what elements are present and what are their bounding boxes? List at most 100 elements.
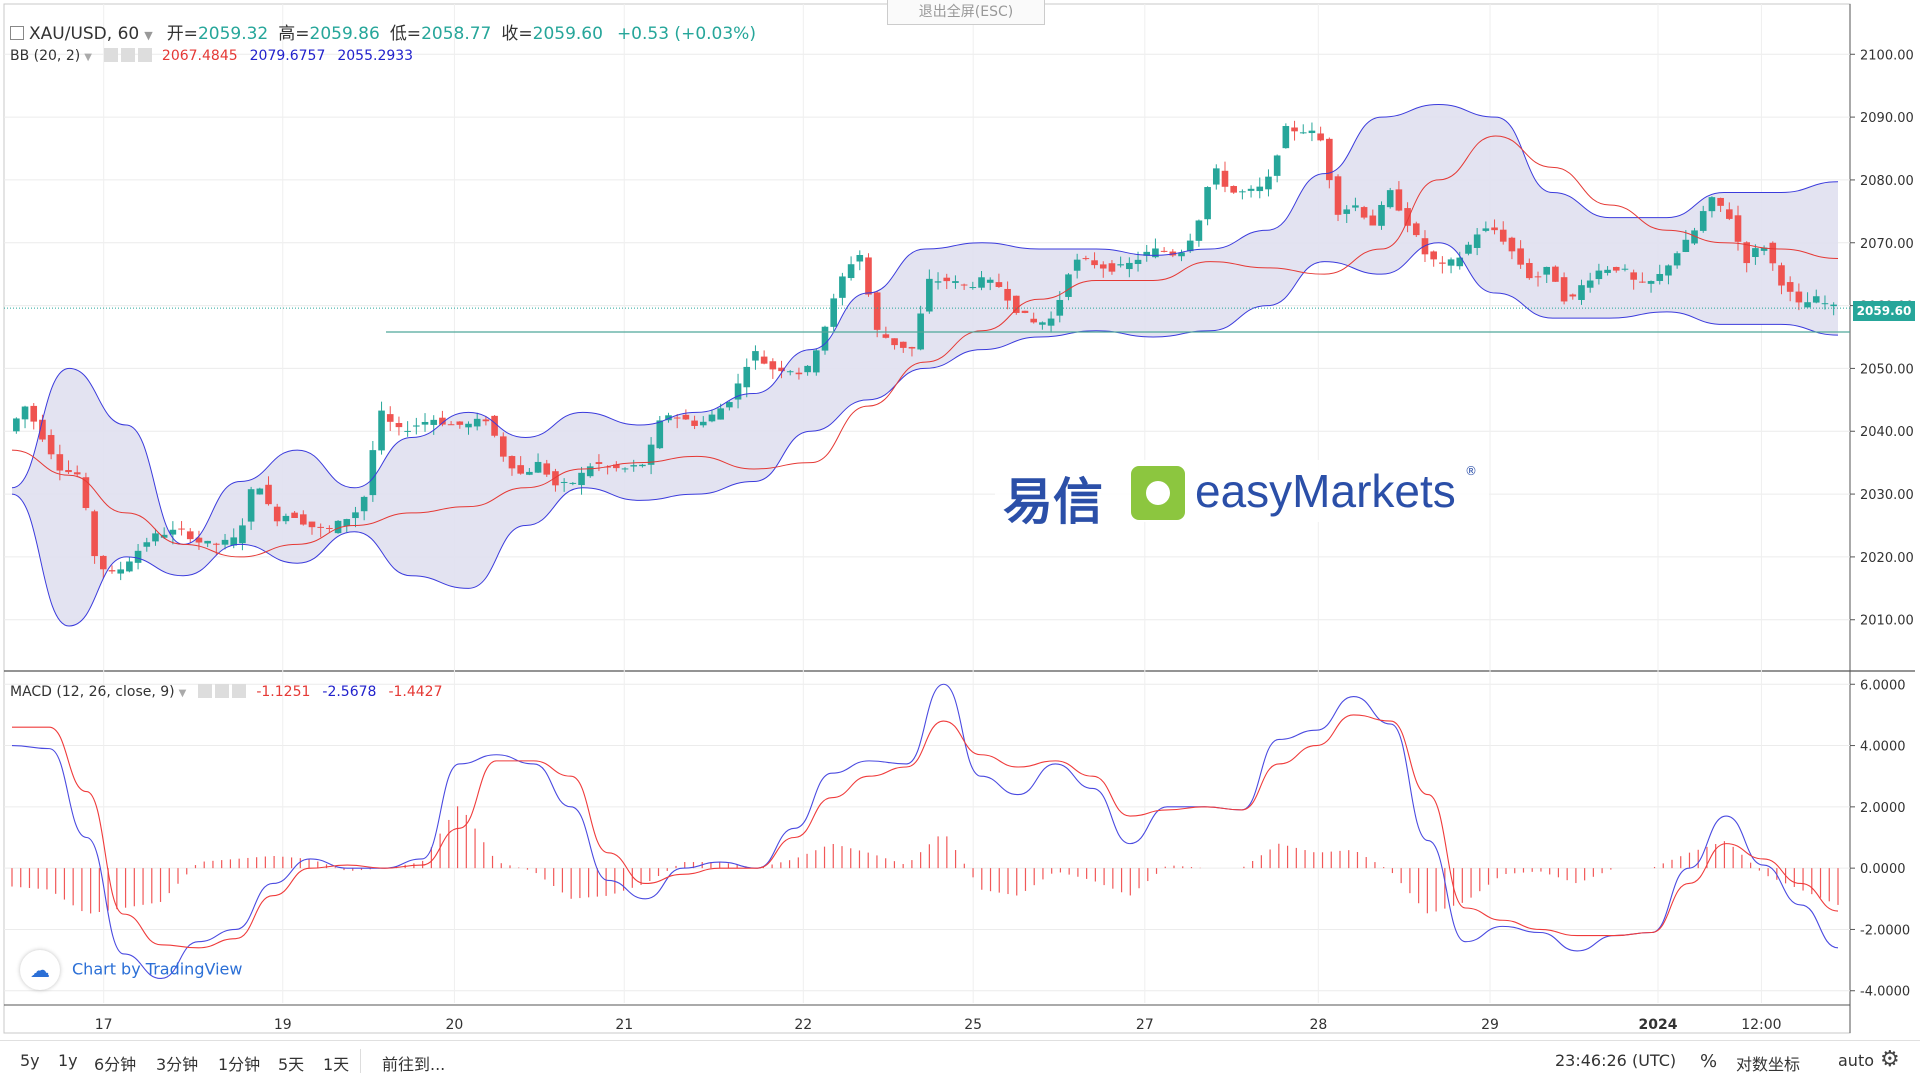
percent-scale-button[interactable]: % bbox=[1700, 1051, 1718, 1072]
watermark-brand: easyMarkets bbox=[1195, 465, 1456, 517]
candle-body bbox=[656, 420, 664, 449]
candle-body bbox=[1586, 280, 1594, 288]
macd-tick-label: -4.0000 bbox=[1860, 985, 1910, 1000]
candle-body bbox=[1039, 322, 1046, 325]
candle-body bbox=[1004, 288, 1011, 301]
goto-date-button[interactable]: 前往到... bbox=[382, 1055, 446, 1074]
candle-body bbox=[1073, 259, 1081, 271]
eye-icon[interactable] bbox=[198, 684, 213, 698]
candle-body bbox=[499, 436, 507, 457]
candle-body bbox=[1099, 264, 1107, 269]
gear-icon[interactable] bbox=[215, 684, 230, 698]
candle-body bbox=[91, 511, 98, 557]
candle-body bbox=[1621, 268, 1629, 270]
candle-body bbox=[926, 278, 933, 312]
price-tick-label: 2030.00 bbox=[1860, 488, 1914, 503]
candle-body bbox=[1108, 263, 1116, 272]
eye-icon[interactable] bbox=[103, 48, 118, 62]
macd-name[interactable]: MACD (12, 26, close, 9) bbox=[10, 684, 175, 700]
macd-tick-label: 2.0000 bbox=[1860, 801, 1906, 816]
range-3min-button[interactable]: 3分钟 bbox=[156, 1055, 199, 1074]
candle-body bbox=[1160, 250, 1168, 252]
candle-body bbox=[108, 570, 116, 572]
candle-body bbox=[1612, 266, 1620, 271]
candle-body bbox=[1308, 130, 1316, 134]
candle-body bbox=[865, 257, 872, 295]
macd-line-value: -2.5678 bbox=[322, 684, 377, 700]
candle-body bbox=[699, 421, 707, 426]
log-scale-button[interactable]: 对数坐标 bbox=[1736, 1055, 1801, 1074]
macd-tick-label: 0.0000 bbox=[1860, 862, 1906, 877]
candle-body bbox=[1699, 211, 1707, 231]
low-value: 2058.77 bbox=[421, 24, 492, 44]
bb-dropdown-icon[interactable]: ▼ bbox=[84, 52, 92, 63]
candle-body bbox=[465, 423, 472, 428]
close-value: 2059.60 bbox=[532, 24, 603, 44]
ohlc-header: XAU/USD, 60 ▼ 开=2059.32 高=2059.86 低=2058.77 收… bbox=[10, 19, 756, 44]
candle-body bbox=[1595, 270, 1603, 280]
candle-body bbox=[186, 531, 194, 540]
range-6min-button[interactable]: 6分钟 bbox=[94, 1055, 137, 1074]
candle-body bbox=[247, 489, 255, 522]
symbol-title[interactable]: XAU/USD, 60 bbox=[29, 24, 140, 44]
candle-body bbox=[1439, 262, 1446, 264]
price-tick-label: 2090.00 bbox=[1860, 111, 1914, 126]
candle-body bbox=[169, 529, 177, 535]
candle-body bbox=[786, 371, 794, 373]
range-1min-button[interactable]: 1分钟 bbox=[218, 1055, 261, 1074]
gear-icon[interactable] bbox=[120, 48, 135, 62]
candle-body bbox=[117, 569, 124, 574]
candle-body bbox=[1726, 209, 1733, 219]
candle-body bbox=[1091, 260, 1098, 266]
candle-body bbox=[639, 464, 646, 467]
candle-body bbox=[1769, 242, 1777, 264]
high-label: 高= bbox=[278, 24, 310, 44]
settings-gear-icon[interactable]: ⚙ bbox=[1880, 1047, 1900, 1072]
macd-dropdown-icon[interactable]: ▼ bbox=[178, 688, 187, 699]
time-tick-label: 2024 bbox=[1639, 1017, 1678, 1033]
close-icon[interactable] bbox=[137, 48, 152, 62]
candle-body bbox=[1404, 208, 1411, 226]
price-tick-label: 2070.00 bbox=[1860, 237, 1914, 252]
macd-legend: MACD (12, 26, close, 9) ▼ -1.1251 -2.5678 -1… bbox=[10, 684, 442, 700]
range-1y-button[interactable]: 1y bbox=[58, 1051, 78, 1070]
range-1d-button[interactable]: 1天 bbox=[323, 1055, 350, 1074]
candle-body bbox=[291, 512, 298, 518]
candle-body bbox=[1673, 253, 1681, 266]
range-5d-button[interactable]: 5天 bbox=[278, 1055, 305, 1074]
candle-body bbox=[578, 472, 585, 486]
bb-basis-value: 2067.4845 bbox=[161, 48, 238, 64]
candle-body bbox=[517, 465, 524, 474]
collapse-icon[interactable] bbox=[10, 26, 24, 40]
candle-body bbox=[795, 372, 803, 375]
bollinger-lines bbox=[4, 104, 1850, 627]
candle-body bbox=[821, 326, 829, 351]
candle-body bbox=[334, 520, 342, 534]
range-5y-button[interactable]: 5y bbox=[20, 1051, 40, 1070]
time-tick-label: 22 bbox=[794, 1017, 812, 1033]
candle-body bbox=[891, 338, 898, 346]
bb-name[interactable]: BB (20, 2) bbox=[10, 48, 81, 64]
close-icon[interactable] bbox=[232, 684, 247, 698]
candle-body bbox=[1221, 170, 1229, 187]
time-tick-label: 19 bbox=[274, 1017, 292, 1033]
symbol-dropdown-icon[interactable]: ▼ bbox=[144, 29, 153, 42]
candle-body bbox=[282, 515, 290, 522]
candle-body bbox=[456, 421, 464, 425]
candle-body bbox=[752, 351, 759, 361]
candle-body bbox=[647, 444, 655, 465]
exit-fullscreen-button[interactable]: 退出全屏(ESC) bbox=[887, 0, 1045, 25]
auto-scale-button[interactable]: auto bbox=[1838, 1051, 1875, 1070]
candle-body bbox=[1212, 168, 1220, 185]
candle-body bbox=[343, 519, 351, 527]
candle-body bbox=[1717, 197, 1724, 206]
candle-body bbox=[1239, 191, 1246, 193]
candle-body bbox=[726, 402, 733, 408]
macd-hist-value: -1.1251 bbox=[256, 684, 311, 700]
candle-body bbox=[1517, 248, 1524, 265]
candle-body bbox=[1299, 132, 1307, 134]
candle-body bbox=[682, 414, 690, 420]
tradingview-attribution[interactable]: ☁ Chart by TradingView bbox=[20, 950, 242, 990]
watermark: 易信 easyMarkets ® bbox=[995, 460, 1489, 531]
